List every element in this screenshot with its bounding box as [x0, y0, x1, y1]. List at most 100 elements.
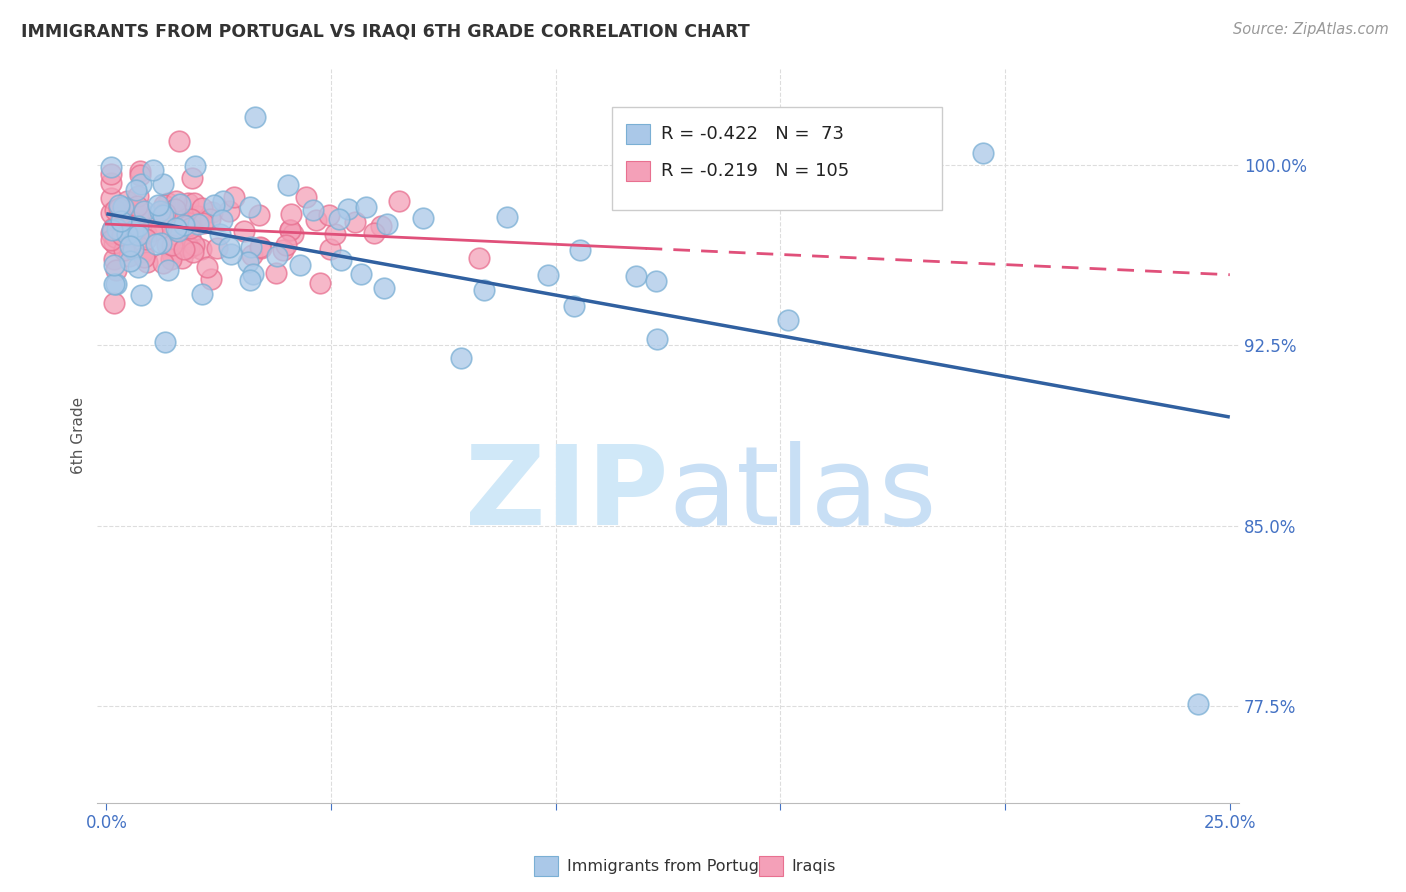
Point: [115, 194, 138, 209]
Point: [125, 183, 148, 197]
Point: [173, 242, 195, 256]
Point: [211, 213, 233, 227]
Point: [294, 190, 316, 204]
Point: [190, 242, 212, 256]
Point: [167, 134, 190, 148]
Point: [179, 230, 201, 244]
Point: [373, 281, 395, 295]
Point: [141, 224, 163, 238]
Point: [318, 242, 340, 256]
Point: [127, 228, 149, 243]
Point: [181, 244, 204, 259]
Point: [120, 239, 142, 253]
Point: [202, 197, 225, 211]
Point: [280, 222, 302, 236]
Point: [190, 201, 212, 215]
Point: [239, 200, 262, 214]
Point: [131, 177, 153, 191]
Point: [165, 194, 187, 208]
Text: R = -0.219   N = 105: R = -0.219 N = 105: [661, 162, 849, 180]
Point: [972, 145, 994, 160]
Point: [100, 191, 122, 205]
Point: [412, 211, 434, 225]
Point: [100, 206, 122, 220]
Point: [105, 263, 128, 277]
Point: [169, 196, 191, 211]
Point: [472, 283, 495, 297]
Point: [118, 254, 141, 268]
Point: [103, 258, 125, 272]
Text: Immigrants from Portugal: Immigrants from Portugal: [567, 859, 773, 873]
Point: [302, 202, 325, 217]
Point: [568, 244, 591, 258]
Point: [167, 224, 190, 238]
Point: [152, 255, 174, 269]
Point: [200, 272, 222, 286]
Point: [180, 171, 202, 186]
Point: [240, 248, 263, 262]
Point: [562, 299, 585, 313]
Point: [156, 238, 179, 252]
Point: [112, 206, 135, 220]
Point: [110, 213, 132, 227]
Point: [104, 277, 127, 292]
Point: [165, 221, 187, 235]
Point: [191, 216, 214, 230]
Point: [207, 241, 229, 255]
Point: [328, 212, 350, 227]
Point: [105, 221, 128, 235]
Point: [219, 246, 242, 260]
Point: [127, 189, 149, 203]
Point: [304, 212, 326, 227]
Point: [110, 209, 132, 223]
Point: [132, 250, 155, 264]
Point: [198, 212, 221, 227]
Point: [122, 224, 145, 238]
Point: [104, 203, 127, 218]
Point: [120, 230, 142, 244]
Point: [250, 241, 273, 255]
Point: [183, 196, 205, 211]
Point: [129, 288, 152, 302]
Point: [776, 313, 799, 327]
Point: [122, 214, 145, 228]
Point: [264, 266, 287, 280]
Point: [318, 208, 340, 222]
Point: [107, 201, 129, 215]
Point: [160, 238, 183, 252]
Point: [135, 232, 157, 246]
Point: [107, 198, 129, 212]
Point: [101, 222, 124, 236]
Point: [337, 202, 360, 216]
Point: [157, 195, 180, 210]
Point: [201, 205, 224, 219]
Text: Iraqis: Iraqis: [792, 859, 837, 873]
Point: [375, 217, 398, 231]
Point: [387, 194, 409, 209]
Point: [280, 207, 302, 221]
Point: [115, 227, 138, 242]
Point: [152, 208, 174, 222]
Point: [242, 267, 264, 281]
Point: [176, 196, 198, 211]
Point: [1187, 697, 1209, 711]
Point: [132, 203, 155, 218]
Point: [218, 204, 240, 219]
Point: [163, 202, 186, 216]
Point: [232, 224, 254, 238]
Point: [179, 220, 201, 235]
Point: [127, 199, 149, 213]
Point: [187, 217, 209, 231]
Point: [127, 260, 149, 275]
Point: [104, 230, 127, 244]
Point: [176, 209, 198, 223]
Point: [184, 159, 207, 173]
Point: [249, 240, 271, 254]
Point: [127, 207, 149, 221]
Point: [644, 273, 666, 287]
Point: [152, 177, 174, 191]
Point: [149, 236, 172, 251]
Point: [153, 334, 176, 349]
Point: [496, 210, 519, 224]
Point: [278, 223, 301, 237]
